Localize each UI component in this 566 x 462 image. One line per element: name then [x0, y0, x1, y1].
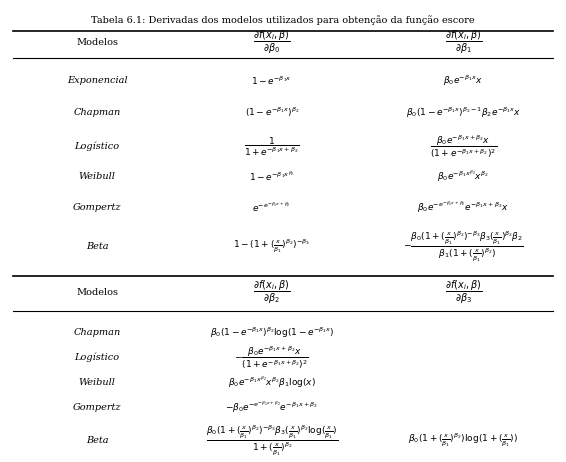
Text: $\dfrac{\partial f(x_i,\beta)}{\partial\beta_0}$: $\dfrac{\partial f(x_i,\beta)}{\partial\…	[253, 29, 290, 56]
Text: Tabela 6.1: Derivadas dos modelos utilizados para obtenção da função escore: Tabela 6.1: Derivadas dos modelos utiliz…	[91, 15, 475, 25]
Text: $(1-e^{-\beta_1 x})^{\beta_2}$: $(1-e^{-\beta_1 x})^{\beta_2}$	[245, 106, 299, 119]
Text: $\beta_0(1-e^{-\beta_1 x})^{\beta_2-1}\beta_2 e^{-\beta_1 x}x$: $\beta_0(1-e^{-\beta_1 x})^{\beta_2-1}\b…	[406, 105, 521, 120]
Text: Weibull: Weibull	[79, 171, 115, 181]
Text: Logístico: Logístico	[75, 142, 119, 152]
Text: $\beta_0 e^{-\beta_1 x}x$: $\beta_0 e^{-\beta_1 x}x$	[443, 73, 483, 88]
Text: Chapman: Chapman	[74, 328, 121, 337]
Text: $\dfrac{\partial f(x_i,\beta)}{\partial\beta_3}$: $\dfrac{\partial f(x_i,\beta)}{\partial\…	[445, 279, 482, 306]
Text: Weibull: Weibull	[79, 378, 115, 387]
Text: $-\dfrac{\beta_0(1+(\frac{x}{\beta_1})^{\beta_2})^{-\beta_3}\beta_3(\frac{x}{\be: $-\dfrac{\beta_0(1+(\frac{x}{\beta_1})^{…	[403, 230, 524, 263]
Text: $\beta_0(1-e^{-\beta_1 x})^{\beta_2}\log(1-e^{-\beta_1 x})$: $\beta_0(1-e^{-\beta_1 x})^{\beta_2}\log…	[209, 325, 334, 340]
Text: Exponencial: Exponencial	[67, 76, 127, 85]
Text: $\dfrac{1}{1+e^{-\beta_1 x+\beta_2}}$: $\dfrac{1}{1+e^{-\beta_1 x+\beta_2}}$	[244, 135, 299, 158]
Text: Beta: Beta	[86, 436, 109, 445]
Text: $\beta_0 e^{-\beta_1 x^{\beta_2}}x^{\beta_2}$: $\beta_0 e^{-\beta_1 x^{\beta_2}}x^{\bet…	[438, 168, 489, 184]
Text: $\dfrac{\partial f(x_i,\beta)}{\partial\beta_1}$: $\dfrac{\partial f(x_i,\beta)}{\partial\…	[445, 29, 482, 56]
Text: Chapman: Chapman	[74, 108, 121, 117]
Text: Modelos: Modelos	[76, 38, 118, 47]
Text: $e^{-e^{-\beta_1 x+\beta_2}}$: $e^{-e^{-\beta_1 x+\beta_2}}$	[252, 201, 291, 214]
Text: $-\beta_0 e^{-e^{-\beta_1 x+\beta_2}}e^{-\beta_1 x+\beta_2}$: $-\beta_0 e^{-e^{-\beta_1 x+\beta_2}}e^{…	[225, 400, 318, 415]
Text: Modelos: Modelos	[76, 288, 118, 297]
Text: $-\dfrac{\beta_0 e^{-\beta_1 x+\beta_2}x}{(1+e^{-\beta_1 x+\beta_2})^2}$: $-\dfrac{\beta_0 e^{-\beta_1 x+\beta_2}x…	[234, 344, 309, 371]
Text: $\beta_0 e^{-e^{-\beta_1 x+\beta_2}}e^{-\beta_1 x+\beta_2}x$: $\beta_0 e^{-e^{-\beta_1 x+\beta_2}}e^{-…	[417, 200, 509, 215]
Text: Logístico: Logístico	[75, 353, 119, 362]
Text: Beta: Beta	[86, 242, 109, 251]
Text: $\dfrac{\beta_0 e^{-\beta_1 x+\beta_2}x}{(1+e^{-\beta_1 x+\beta_2})^2}$: $\dfrac{\beta_0 e^{-\beta_1 x+\beta_2}x}…	[430, 133, 497, 160]
Text: $1-e^{-\beta_1 x}$: $1-e^{-\beta_1 x}$	[251, 74, 292, 87]
Text: $\dfrac{\partial f(x_i,\beta)}{\partial\beta_2}$: $\dfrac{\partial f(x_i,\beta)}{\partial\…	[253, 279, 290, 306]
Text: $\beta_0(1+(\frac{x}{\beta_1})^{\beta_2})\log(1+(\frac{x}{\beta_1}))$: $\beta_0(1+(\frac{x}{\beta_1})^{\beta_2}…	[408, 432, 518, 449]
Text: Gompertz: Gompertz	[73, 203, 121, 213]
Text: $1-(1+(\frac{x}{\beta_1})^{\beta_2})^{-\beta_3}$: $1-(1+(\frac{x}{\beta_1})^{\beta_2})^{-\…	[233, 238, 310, 255]
Text: Gompertz: Gompertz	[73, 403, 121, 412]
Text: $1-e^{-\beta_1 x^{\beta_2}}$: $1-e^{-\beta_1 x^{\beta_2}}$	[249, 170, 294, 183]
Text: $\dfrac{\beta_0(1+(\frac{x}{\beta_1})^{\beta_2})^{-\beta_3}\beta_3(\frac{x}{\bet: $\dfrac{\beta_0(1+(\frac{x}{\beta_1})^{\…	[205, 424, 338, 457]
Text: $\beta_0 e^{-\beta_1 x^{\beta_2}}x^{\beta_2}\beta_1\log(x)$: $\beta_0 e^{-\beta_1 x^{\beta_2}}x^{\bet…	[228, 375, 316, 390]
